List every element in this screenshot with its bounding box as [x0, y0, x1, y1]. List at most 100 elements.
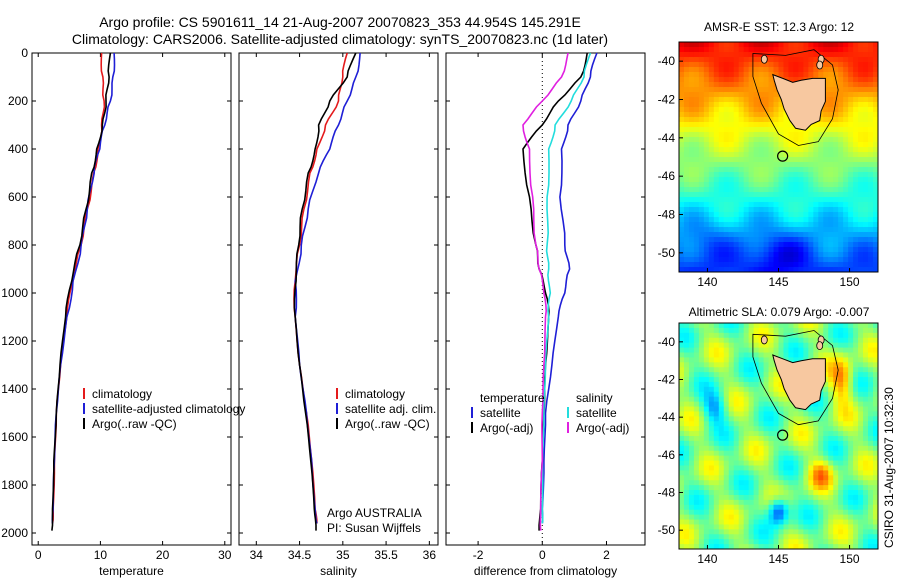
map-cell: [753, 102, 760, 108]
map-cell: [868, 337, 874, 344]
map-cell: [713, 465, 720, 471]
map-cell: [828, 267, 834, 272]
map-cell: [718, 445, 725, 452]
map-cell: [728, 72, 735, 78]
map-cell: [773, 534, 780, 540]
legend-label: satellite adj. clim.: [345, 402, 436, 416]
map-cell: [853, 132, 859, 138]
map-cell: [738, 192, 745, 198]
map-cell: [688, 102, 695, 108]
map-cell: [843, 372, 849, 378]
map-cell: [823, 529, 829, 535]
map-cell: [688, 544, 695, 549]
map-cell: [748, 362, 755, 368]
map-cell: [748, 391, 755, 398]
map-cell: [873, 455, 878, 462]
map-cell: [693, 187, 700, 193]
map-cell: [853, 97, 859, 103]
map-cell: [703, 406, 710, 413]
map-cell: [798, 440, 804, 447]
map-cell: [768, 167, 775, 173]
y-tick-label: 0: [21, 46, 28, 60]
map-cell: [753, 460, 760, 467]
figure-title-line2: Climatology: CARS2006. Satellite-adjuste…: [71, 31, 609, 47]
map-cell: [743, 242, 750, 248]
map-cell: [713, 377, 720, 383]
map-cell: [783, 426, 790, 432]
map-cell: [683, 450, 690, 457]
map-cell: [798, 222, 804, 228]
map-cell: [773, 519, 780, 526]
map-cell: [688, 337, 695, 344]
map-cell: [813, 337, 819, 344]
map-cell: [798, 202, 804, 208]
map-cell: [818, 509, 824, 516]
map-cell: [703, 247, 710, 253]
map-cell: [773, 157, 780, 163]
map-cell: [848, 162, 854, 168]
map-cell: [843, 157, 849, 163]
map-cell: [798, 426, 804, 432]
map-cell: [763, 431, 770, 437]
map-cell: [738, 227, 745, 233]
map-cell: [743, 519, 750, 526]
map-cell: [823, 237, 829, 243]
map-cell: [768, 192, 775, 198]
map-cell: [723, 87, 730, 93]
map-cell: [848, 132, 854, 138]
map-cell: [853, 519, 859, 526]
map-cell: [833, 257, 839, 263]
map-cell: [723, 475, 730, 481]
map-cell: [723, 332, 730, 339]
map-cell: [738, 217, 745, 223]
map-cell: [863, 147, 869, 153]
map-cell: [828, 87, 834, 93]
map-cell: [679, 342, 685, 349]
map-cell: [868, 480, 874, 486]
map-cell: [738, 142, 745, 148]
map-cell: [698, 544, 705, 549]
map-cell: [773, 445, 780, 452]
map-cell: [688, 132, 695, 138]
map-cell: [873, 147, 878, 153]
map-cell: [723, 460, 730, 467]
map-cell: [858, 337, 864, 344]
map-cell: [728, 62, 735, 68]
map-cell: [853, 327, 859, 334]
map-cell: [853, 426, 859, 432]
map-cell: [803, 132, 809, 138]
map-cell: [803, 142, 809, 148]
map-cell: [698, 475, 705, 481]
map-cell: [793, 539, 799, 545]
map-cell: [753, 247, 760, 253]
map-cell: [713, 372, 720, 378]
map-cell: [873, 362, 878, 368]
map-cell: [803, 460, 809, 467]
map-cell: [858, 62, 864, 68]
map-cell: [798, 504, 804, 511]
map-cell: [868, 257, 874, 263]
map-cell: [768, 212, 775, 218]
map-cell: [753, 217, 760, 223]
map-cell: [783, 352, 790, 358]
map-cell: [703, 207, 710, 213]
map-cell: [783, 147, 790, 153]
map-cell: [763, 222, 770, 228]
map-cell: [818, 162, 824, 168]
map-cell: [758, 152, 765, 158]
map-cell: [698, 490, 705, 496]
map-cell: [733, 122, 740, 128]
map-cell: [778, 107, 785, 113]
map-cell: [718, 207, 725, 213]
map-cell: [723, 411, 730, 417]
map-cell: [783, 42, 790, 48]
map-cell: [818, 406, 824, 413]
map-cell: [848, 524, 854, 530]
map-cell: [848, 237, 854, 243]
map-cell: [753, 132, 760, 138]
map-cell: [683, 499, 690, 506]
map-cell: [679, 480, 685, 486]
map-cell: [788, 247, 795, 253]
map-cell: [728, 247, 735, 253]
map-cell: [798, 431, 804, 437]
